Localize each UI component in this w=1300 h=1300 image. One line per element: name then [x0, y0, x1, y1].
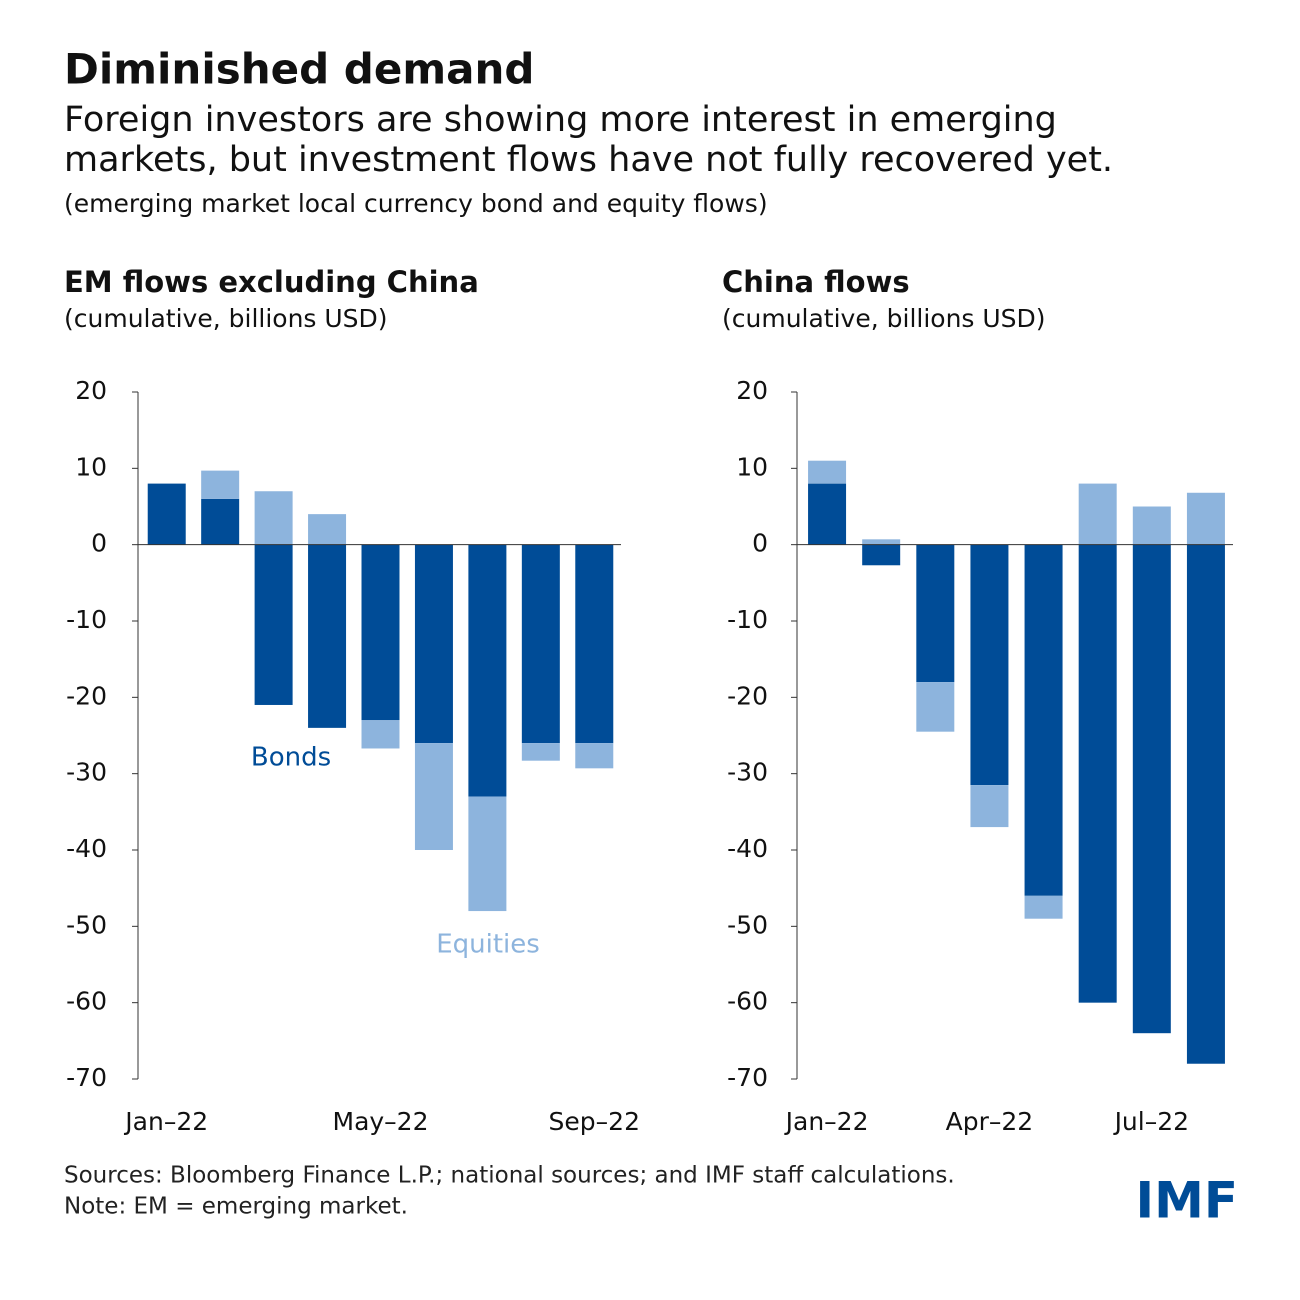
panel-subtitle: (cumulative, billions USD): [722, 304, 1046, 333]
bar: [308, 544, 347, 728]
y-tick-label: -70: [66, 1063, 107, 1092]
logo: IMF: [1135, 1172, 1238, 1230]
bar: [414, 544, 453, 744]
bar: [916, 682, 955, 732]
x-tick-label: Jan–22: [123, 1107, 208, 1136]
y-tick-label: -30: [66, 758, 107, 787]
description: (emerging market local currency bond and…: [64, 189, 768, 218]
bar: [575, 743, 614, 769]
y-tick-label: -10: [727, 605, 768, 634]
bar: [862, 544, 901, 566]
y-tick-label: -40: [727, 834, 768, 863]
y-tick-label: -10: [66, 605, 107, 634]
bar: [1132, 506, 1171, 545]
bar: [254, 491, 293, 545]
bar: [468, 796, 507, 912]
subtitle: Foreign investors are showing more inter…: [64, 100, 1057, 140]
subtitle: markets, but investment flows have not f…: [64, 140, 1113, 180]
y-tick-label: -20: [66, 681, 107, 710]
bar: [521, 544, 560, 744]
bar: [201, 498, 240, 545]
y-tick-label: 0: [752, 529, 768, 558]
legend-label: Bonds: [251, 743, 331, 773]
y-tick-label: -40: [66, 834, 107, 863]
bar: [1078, 544, 1117, 1003]
y-tick-label: 20: [75, 376, 107, 405]
x-tick-label: Apr–22: [946, 1107, 1034, 1136]
title: Diminished demand: [64, 45, 534, 94]
bar: [916, 544, 955, 683]
bar: [1186, 492, 1225, 545]
bar: [468, 544, 507, 797]
bar: [254, 544, 293, 705]
panel-title: China flows: [722, 265, 910, 299]
y-tick-label: 20: [736, 376, 768, 405]
y-tick-label: -30: [727, 758, 768, 787]
bar: [1078, 483, 1117, 545]
bar: [575, 544, 614, 744]
x-tick-label: May–22: [333, 1107, 429, 1136]
y-tick-label: -50: [727, 910, 768, 939]
y-tick-label: -60: [66, 987, 107, 1016]
sources: Sources: Bloomberg Finance L.P.; nationa…: [64, 1163, 955, 1189]
y-tick-label: -50: [66, 910, 107, 939]
y-tick-label: 10: [736, 452, 768, 481]
y-tick-label: -60: [727, 987, 768, 1016]
bar: [970, 544, 1009, 786]
bar: [970, 785, 1009, 828]
bar: [308, 514, 347, 545]
bar: [521, 743, 560, 761]
note: Note: EM = emerging market.: [64, 1194, 408, 1220]
bar: [1024, 544, 1063, 896]
panel-title: EM flows excluding China: [64, 265, 479, 299]
bar: [808, 460, 847, 484]
legend-label: Equities: [436, 930, 540, 960]
bar: [862, 539, 901, 545]
y-tick-label: 10: [75, 452, 107, 481]
bar: [1132, 544, 1171, 1034]
bar: [361, 720, 400, 749]
panel-subtitle: (cumulative, billions USD): [64, 304, 388, 333]
y-tick-label: -70: [727, 1063, 768, 1092]
bar: [1024, 895, 1063, 919]
bar: [414, 743, 453, 850]
y-tick-label: 0: [91, 529, 107, 558]
bar: [808, 483, 847, 545]
x-tick-label: Jan–22: [784, 1107, 869, 1136]
bar: [147, 483, 186, 545]
x-tick-label: Sep–22: [549, 1107, 640, 1136]
bar: [1186, 544, 1225, 1064]
y-tick-label: -20: [727, 681, 768, 710]
bar: [361, 544, 400, 721]
bar: [201, 470, 240, 499]
x-tick-label: Jul–22: [1113, 1107, 1189, 1136]
